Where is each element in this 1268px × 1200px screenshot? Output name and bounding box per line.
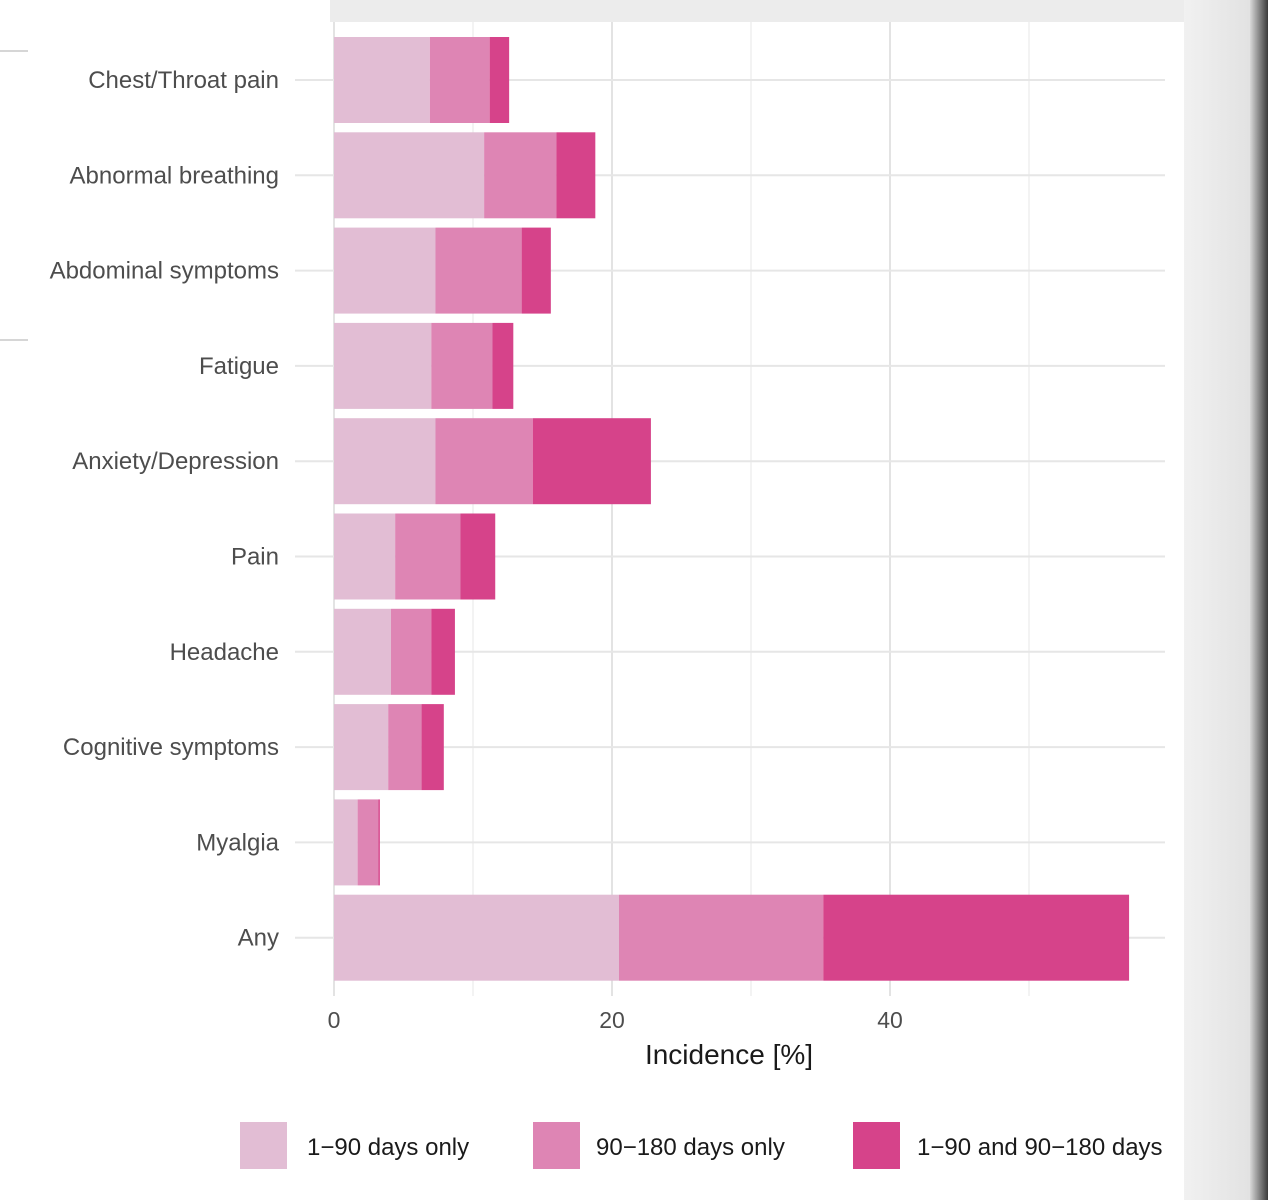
bar-segment	[435, 418, 533, 505]
category-label: Myalgia	[196, 829, 279, 856]
bar-segment	[395, 513, 461, 600]
category-label: Chest/Throat pain	[88, 67, 279, 94]
bar-segment	[431, 322, 493, 409]
category-label: Headache	[170, 639, 279, 666]
bar-segment	[334, 227, 436, 314]
x-tick-label: 20	[599, 1007, 625, 1033]
category-label: Anxiety/Depression	[72, 448, 279, 475]
bar-segment	[388, 704, 422, 791]
bar-segment	[334, 608, 391, 695]
bar-segment	[334, 513, 396, 600]
bar-layer	[334, 37, 1130, 981]
bar-segment	[334, 132, 485, 219]
legend: 1−90 days only 90−180 days only 1−90 and 9…	[240, 1122, 1163, 1169]
bar-segment	[460, 513, 496, 600]
category-label: Abnormal breathing	[70, 162, 279, 189]
bar-segment	[378, 799, 380, 886]
category-label: Cognitive symptoms	[63, 734, 279, 761]
x-tick-labels: 0 20 40	[328, 1007, 903, 1033]
bar-segment	[489, 37, 510, 123]
bar-segment	[421, 704, 444, 791]
category-label: Any	[238, 925, 279, 952]
bar-segment	[823, 894, 1130, 981]
bar-segment	[532, 418, 651, 505]
bar-segment	[492, 322, 514, 409]
bar-segment	[334, 418, 436, 505]
legend-key	[853, 1122, 900, 1169]
bar-segment	[484, 132, 557, 219]
x-axis-title: Incidence [%]	[645, 1039, 813, 1070]
right-edge	[1250, 0, 1268, 1200]
legend-label: 1−90 days only	[307, 1134, 469, 1161]
bar-segment	[556, 132, 596, 219]
category-label: Abdominal symptoms	[50, 258, 279, 285]
chart-panel	[12, 22, 1184, 1200]
bar-segment	[429, 37, 490, 123]
bar-segment	[521, 227, 551, 314]
bar-segment	[334, 37, 430, 123]
bar-segment	[334, 322, 432, 409]
x-tick-label: 0	[328, 1007, 341, 1033]
bar-segment	[435, 227, 522, 314]
bar-segment	[334, 799, 358, 886]
category-labels: Chest/Throat pain Abnormal breathing Abdom…	[50, 67, 280, 952]
category-label: Pain	[231, 544, 279, 571]
right-shadow	[1184, 0, 1250, 1200]
bar-segment	[334, 894, 619, 981]
legend-key	[533, 1122, 580, 1169]
bar-segment	[390, 608, 432, 695]
bar-segment	[618, 894, 824, 981]
x-tick-label: 40	[877, 1007, 903, 1033]
legend-label: 90−180 days only	[596, 1134, 785, 1161]
category-label: Fatigue	[199, 353, 279, 380]
slide-rule-bottom	[0, 339, 28, 341]
bar-segment	[357, 799, 379, 886]
legend-label: 1−90 and 90−180 days	[917, 1134, 1163, 1161]
bar-segment	[334, 704, 389, 791]
legend-key	[240, 1122, 287, 1169]
slide-rule-top	[0, 50, 28, 52]
bar-segment	[431, 608, 455, 695]
